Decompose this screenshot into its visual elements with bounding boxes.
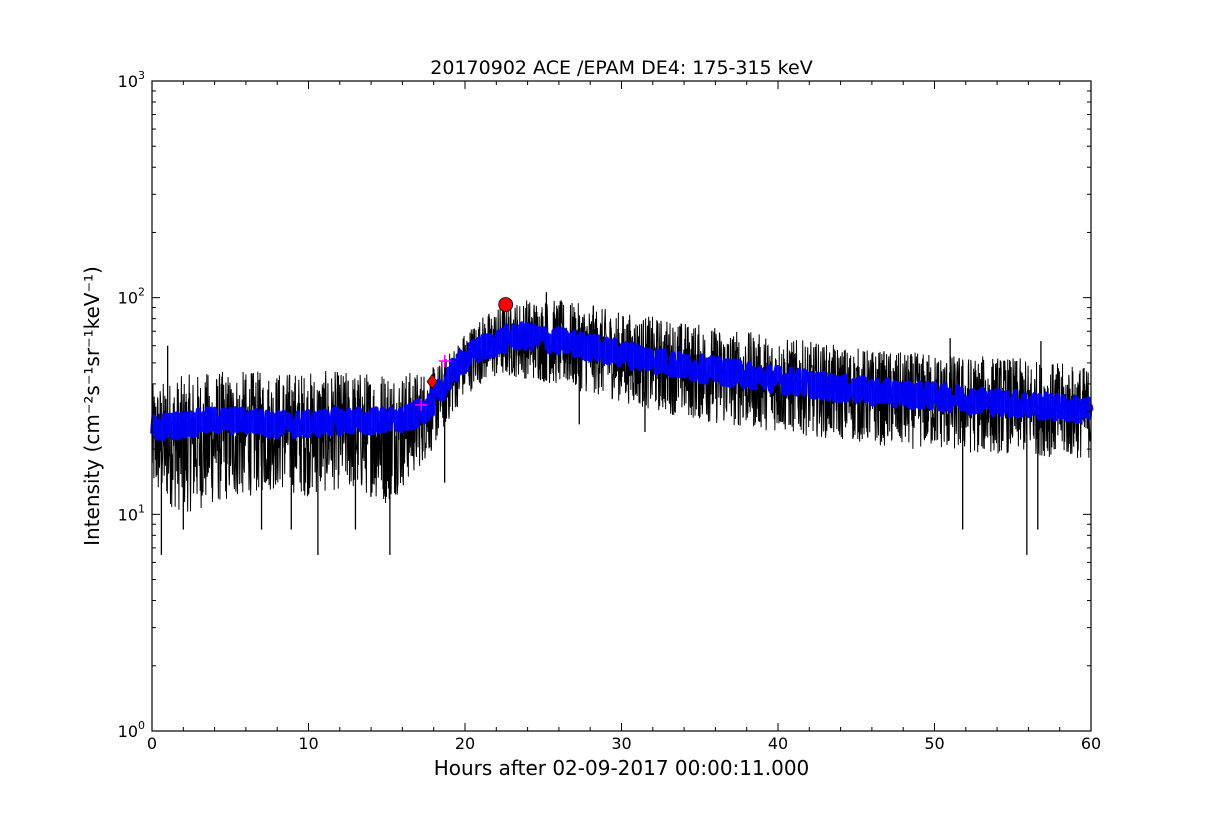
data-layer [149, 292, 1094, 555]
y-tick-label-1000: 103 [118, 69, 145, 91]
x-tick-label-50: 50 [924, 734, 944, 753]
y-tick-exponent: 0 [138, 719, 145, 732]
x-tick-label-60: 60 [1081, 734, 1101, 753]
y-tick-base: 10 [118, 505, 138, 524]
x-tick-label-10: 10 [298, 734, 318, 753]
x-tick-label-20: 20 [455, 734, 475, 753]
y-tick-label-1: 100 [118, 719, 145, 741]
x-tick-label-0: 0 [147, 734, 157, 753]
y-tick-base: 10 [118, 289, 138, 308]
marker-diamond-1 [426, 373, 438, 390]
y-axis-label: Intensity (cm⁻²s⁻¹sr⁻¹keV⁻¹) [80, 266, 104, 546]
series-smoothed-intensity [149, 321, 1094, 442]
x-tick-label-30: 30 [611, 734, 631, 753]
y-tick-exponent: 3 [138, 69, 145, 82]
y-tick-base: 10 [118, 72, 138, 91]
marker-circle-3 [498, 297, 514, 312]
x-tick-label-40: 40 [768, 734, 788, 753]
marker-layer [415, 297, 514, 411]
y-tick-label-100: 102 [118, 286, 145, 308]
marker-plus-0 [415, 398, 428, 411]
y-tick-exponent: 1 [138, 502, 145, 515]
marker-plus-2 [438, 355, 451, 368]
y-tick-base: 10 [118, 722, 138, 741]
x-axis-label: Hours after 02-09-2017 00:00:11.000 [434, 756, 810, 780]
y-tick-exponent: 2 [138, 286, 145, 299]
y-tick-label-10: 101 [118, 502, 145, 524]
tick-layer [151, 80, 1092, 732]
chart-title: 20170902 ACE /EPAM DE4: 175-315 keV [430, 57, 812, 79]
